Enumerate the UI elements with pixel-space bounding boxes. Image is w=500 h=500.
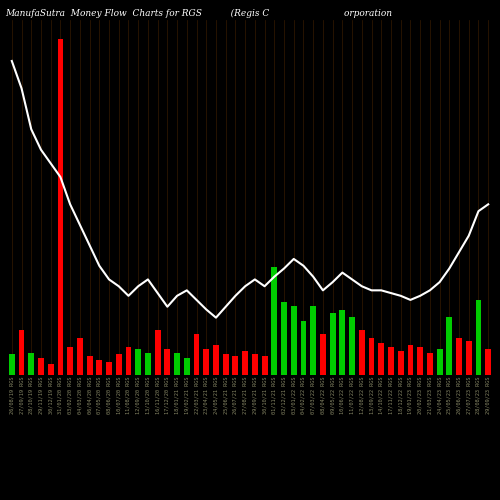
Bar (446, 317, 452, 375)
Bar (408, 345, 414, 375)
Bar (184, 358, 190, 375)
Bar (204, 349, 209, 375)
Bar (174, 352, 180, 375)
Bar (330, 314, 336, 375)
Bar (154, 330, 160, 375)
Bar (28, 352, 34, 375)
Bar (368, 338, 374, 375)
Bar (466, 342, 471, 375)
Bar (164, 349, 170, 375)
Bar (136, 349, 141, 375)
Bar (262, 356, 268, 375)
Bar (310, 306, 316, 375)
Bar (359, 330, 364, 375)
Bar (223, 354, 228, 375)
Bar (9, 354, 15, 375)
Bar (436, 349, 442, 375)
Bar (388, 347, 394, 375)
Bar (106, 362, 112, 375)
Bar (417, 347, 423, 375)
Bar (58, 38, 64, 375)
Bar (18, 330, 24, 375)
Bar (476, 300, 482, 375)
Bar (252, 354, 258, 375)
Bar (320, 334, 326, 375)
Bar (86, 356, 92, 375)
Bar (378, 343, 384, 375)
Bar (145, 352, 151, 375)
Bar (349, 317, 355, 375)
Bar (96, 360, 102, 375)
Bar (116, 354, 121, 375)
Bar (232, 356, 238, 375)
Bar (77, 338, 83, 375)
Bar (242, 350, 248, 375)
Bar (427, 352, 433, 375)
Bar (38, 358, 44, 375)
Bar (281, 302, 287, 375)
Bar (340, 310, 345, 375)
Bar (456, 338, 462, 375)
Bar (398, 350, 404, 375)
Text: ManufaSutra  Money Flow  Charts for RGS          (Regis C                       : ManufaSutra Money Flow Charts for RGS (R… (5, 8, 392, 18)
Bar (126, 347, 132, 375)
Bar (67, 347, 73, 375)
Bar (213, 345, 219, 375)
Bar (272, 266, 277, 375)
Bar (48, 364, 54, 375)
Bar (486, 349, 491, 375)
Bar (300, 321, 306, 375)
Bar (291, 306, 296, 375)
Bar (194, 334, 200, 375)
